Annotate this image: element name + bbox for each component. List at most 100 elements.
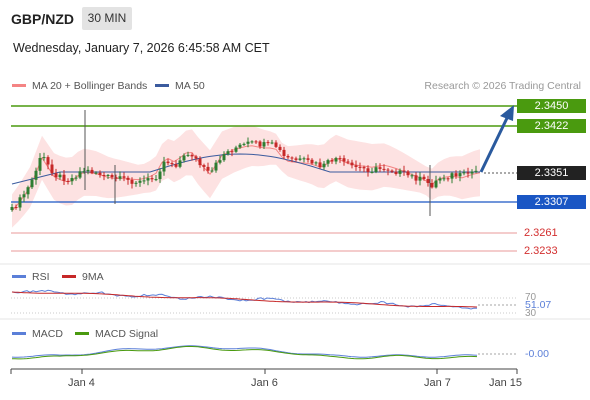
candle-body	[82, 171, 86, 173]
ma20-line	[11, 145, 481, 212]
candle-body	[330, 160, 334, 162]
legend-ma50: MA 50	[155, 80, 205, 92]
ma20-label: MA 20 + Bollinger Bands	[32, 80, 148, 92]
ma50-swatch	[155, 83, 169, 87]
candle-body	[426, 179, 430, 183]
candle-body	[38, 158, 42, 171]
timeframe-badge[interactable]: 30 MIN	[82, 7, 132, 30]
candle-body	[414, 175, 418, 181]
candle-body	[154, 179, 158, 181]
candle-body	[146, 178, 150, 181]
rsi-ma-swatch	[62, 274, 76, 278]
candle-body	[314, 162, 318, 164]
candle-body	[366, 168, 370, 172]
candle-body	[174, 164, 178, 167]
candle-body	[110, 175, 114, 178]
candle-body	[118, 176, 122, 179]
legend-ma20: MA 20 + Bollinger Bands	[12, 80, 147, 92]
candle-body	[102, 175, 106, 176]
candle-body	[334, 158, 338, 162]
macd-swatch	[12, 331, 26, 335]
candle-body	[114, 177, 118, 179]
candle-body	[434, 180, 438, 188]
candle-body	[214, 162, 218, 171]
candle-body	[246, 141, 250, 144]
candle-body	[210, 170, 214, 172]
candle-body	[386, 169, 390, 171]
candle-body	[22, 194, 26, 198]
candle-body	[178, 160, 182, 167]
candle-body	[390, 170, 394, 172]
rsi-label: RSI	[32, 271, 50, 283]
candle-body	[222, 154, 226, 161]
price-label-support-1: 2.3307	[517, 195, 586, 209]
x-label-jan4: Jan 4	[68, 377, 95, 389]
candle-body	[302, 158, 306, 160]
price-label-resistance-1: 2.3422	[517, 119, 586, 133]
candle-body	[14, 207, 18, 208]
candle-body	[286, 156, 290, 158]
price-label-current: 2.3351	[517, 166, 586, 180]
candle-body	[474, 170, 478, 172]
candle-body	[98, 172, 102, 175]
candle-body	[458, 173, 462, 177]
candle-body	[198, 158, 202, 166]
macd-label: MACD	[32, 328, 63, 340]
chart-datetime: Wednesday, January 7, 2026 6:45:58 AM CE…	[13, 41, 270, 55]
candle-body	[142, 180, 146, 182]
candle-body	[438, 178, 442, 181]
candle-body	[126, 177, 130, 180]
candle-body	[322, 163, 326, 168]
candle-body	[170, 163, 174, 165]
candle-body	[450, 173, 454, 179]
candlestick-series	[10, 110, 478, 216]
candle-body	[398, 170, 402, 174]
candle-body	[106, 175, 110, 176]
forecast-arrow-head	[500, 105, 514, 121]
candle-body	[470, 171, 474, 174]
x-label-jan7: Jan 7	[424, 377, 451, 389]
candle-body	[158, 171, 162, 180]
candle-body	[254, 141, 258, 143]
candle-body	[74, 177, 78, 179]
candle-body	[318, 162, 322, 168]
legend-macd-signal: MACD Signal	[75, 328, 158, 340]
candle-body	[266, 142, 270, 144]
candle-body	[66, 181, 70, 182]
candle-body	[18, 197, 22, 208]
candle-body	[58, 174, 62, 178]
rsi-level-70: 70	[525, 292, 537, 303]
candle-body	[298, 158, 302, 160]
candle-body	[326, 160, 330, 164]
candle-body	[206, 166, 210, 171]
macd-signal-label: MACD Signal	[95, 328, 159, 340]
candle-body	[234, 147, 238, 152]
price-label-support-3: 2.3233	[524, 245, 558, 257]
candle-body	[466, 172, 470, 174]
candle-body	[182, 155, 186, 161]
candle-body	[54, 173, 58, 178]
candle-body	[362, 167, 366, 169]
candle-body	[270, 142, 274, 144]
candle-body	[230, 151, 234, 153]
ma20-swatch	[12, 83, 26, 87]
candle-body	[162, 161, 166, 172]
candle-body	[150, 178, 154, 180]
candle-body	[382, 168, 386, 170]
candle-body	[242, 143, 246, 145]
candle-body	[190, 154, 194, 157]
candle-body	[378, 167, 382, 169]
candle-body	[26, 187, 30, 195]
candle-body	[10, 207, 14, 210]
candle-body	[462, 172, 466, 174]
candle-body	[418, 176, 422, 181]
candle-body	[166, 161, 170, 164]
legend-rsi: RSI	[12, 271, 50, 283]
candle-body	[294, 158, 298, 160]
candle-body	[278, 146, 282, 150]
candle-body	[442, 178, 446, 180]
candle-body	[346, 161, 350, 163]
candle-body	[430, 183, 434, 188]
rsi-swatch	[12, 274, 26, 278]
